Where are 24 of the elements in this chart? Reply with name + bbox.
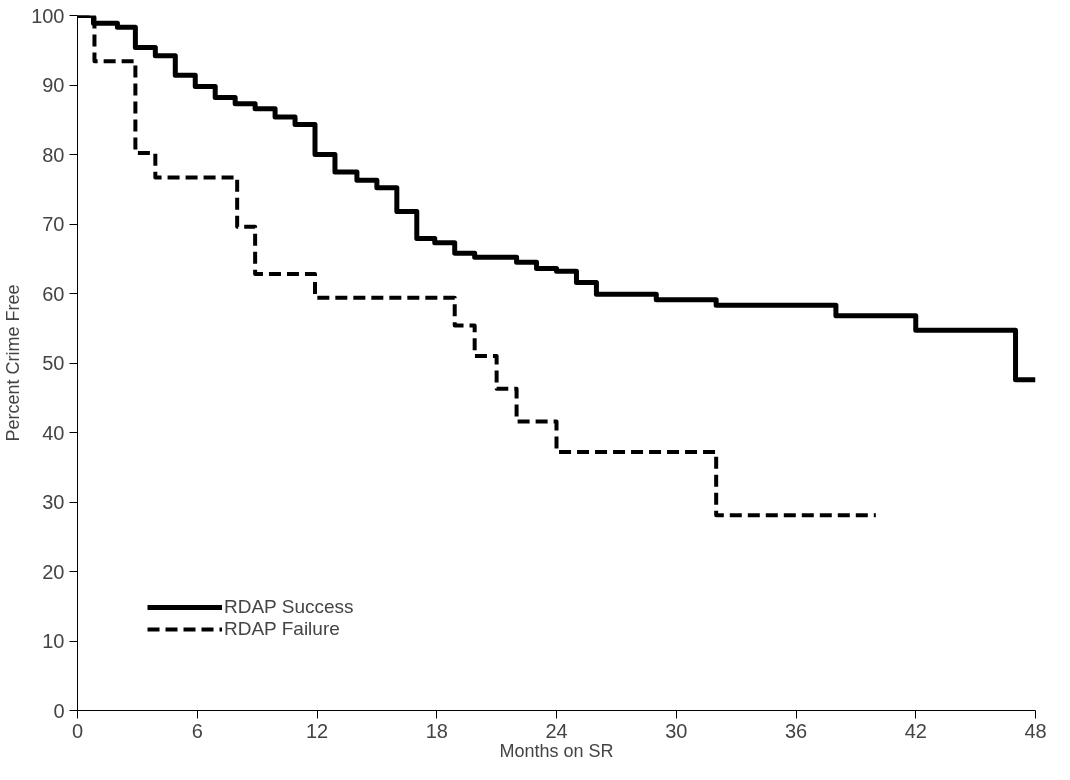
legend-label: RDAP Failure <box>224 618 340 640</box>
legend-label: RDAP Success <box>224 596 354 618</box>
x-tick-label: 48 <box>1024 719 1047 742</box>
y-tick-label: 20 <box>42 560 65 583</box>
x-tick-label: 0 <box>71 719 84 742</box>
x-tick-label: 12 <box>305 719 329 742</box>
y-tick-label: 90 <box>42 74 65 96</box>
y-tick-label: 70 <box>42 213 65 235</box>
y-tick-label: 100 <box>31 4 65 27</box>
x-tick-label: 6 <box>191 719 203 742</box>
x-tick-label: 24 <box>545 719 568 742</box>
y-tick-label: 80 <box>42 143 65 166</box>
y-tick-label: 60 <box>42 282 65 305</box>
x-axis-title: Months on SR <box>499 740 614 761</box>
y-tick-label: 30 <box>42 491 65 513</box>
y-tick-label: 40 <box>42 421 65 444</box>
y-axis-title: Percent Crime Free <box>3 284 24 442</box>
y-tick-label: 50 <box>42 352 65 374</box>
y-tick-label: 10 <box>42 630 65 652</box>
x-tick-label: 18 <box>425 719 448 742</box>
x-tick-label: 30 <box>665 719 688 742</box>
y-tick-label: 0 <box>53 699 65 722</box>
x-tick-label: 36 <box>784 719 808 742</box>
x-tick-label: 42 <box>904 719 927 742</box>
